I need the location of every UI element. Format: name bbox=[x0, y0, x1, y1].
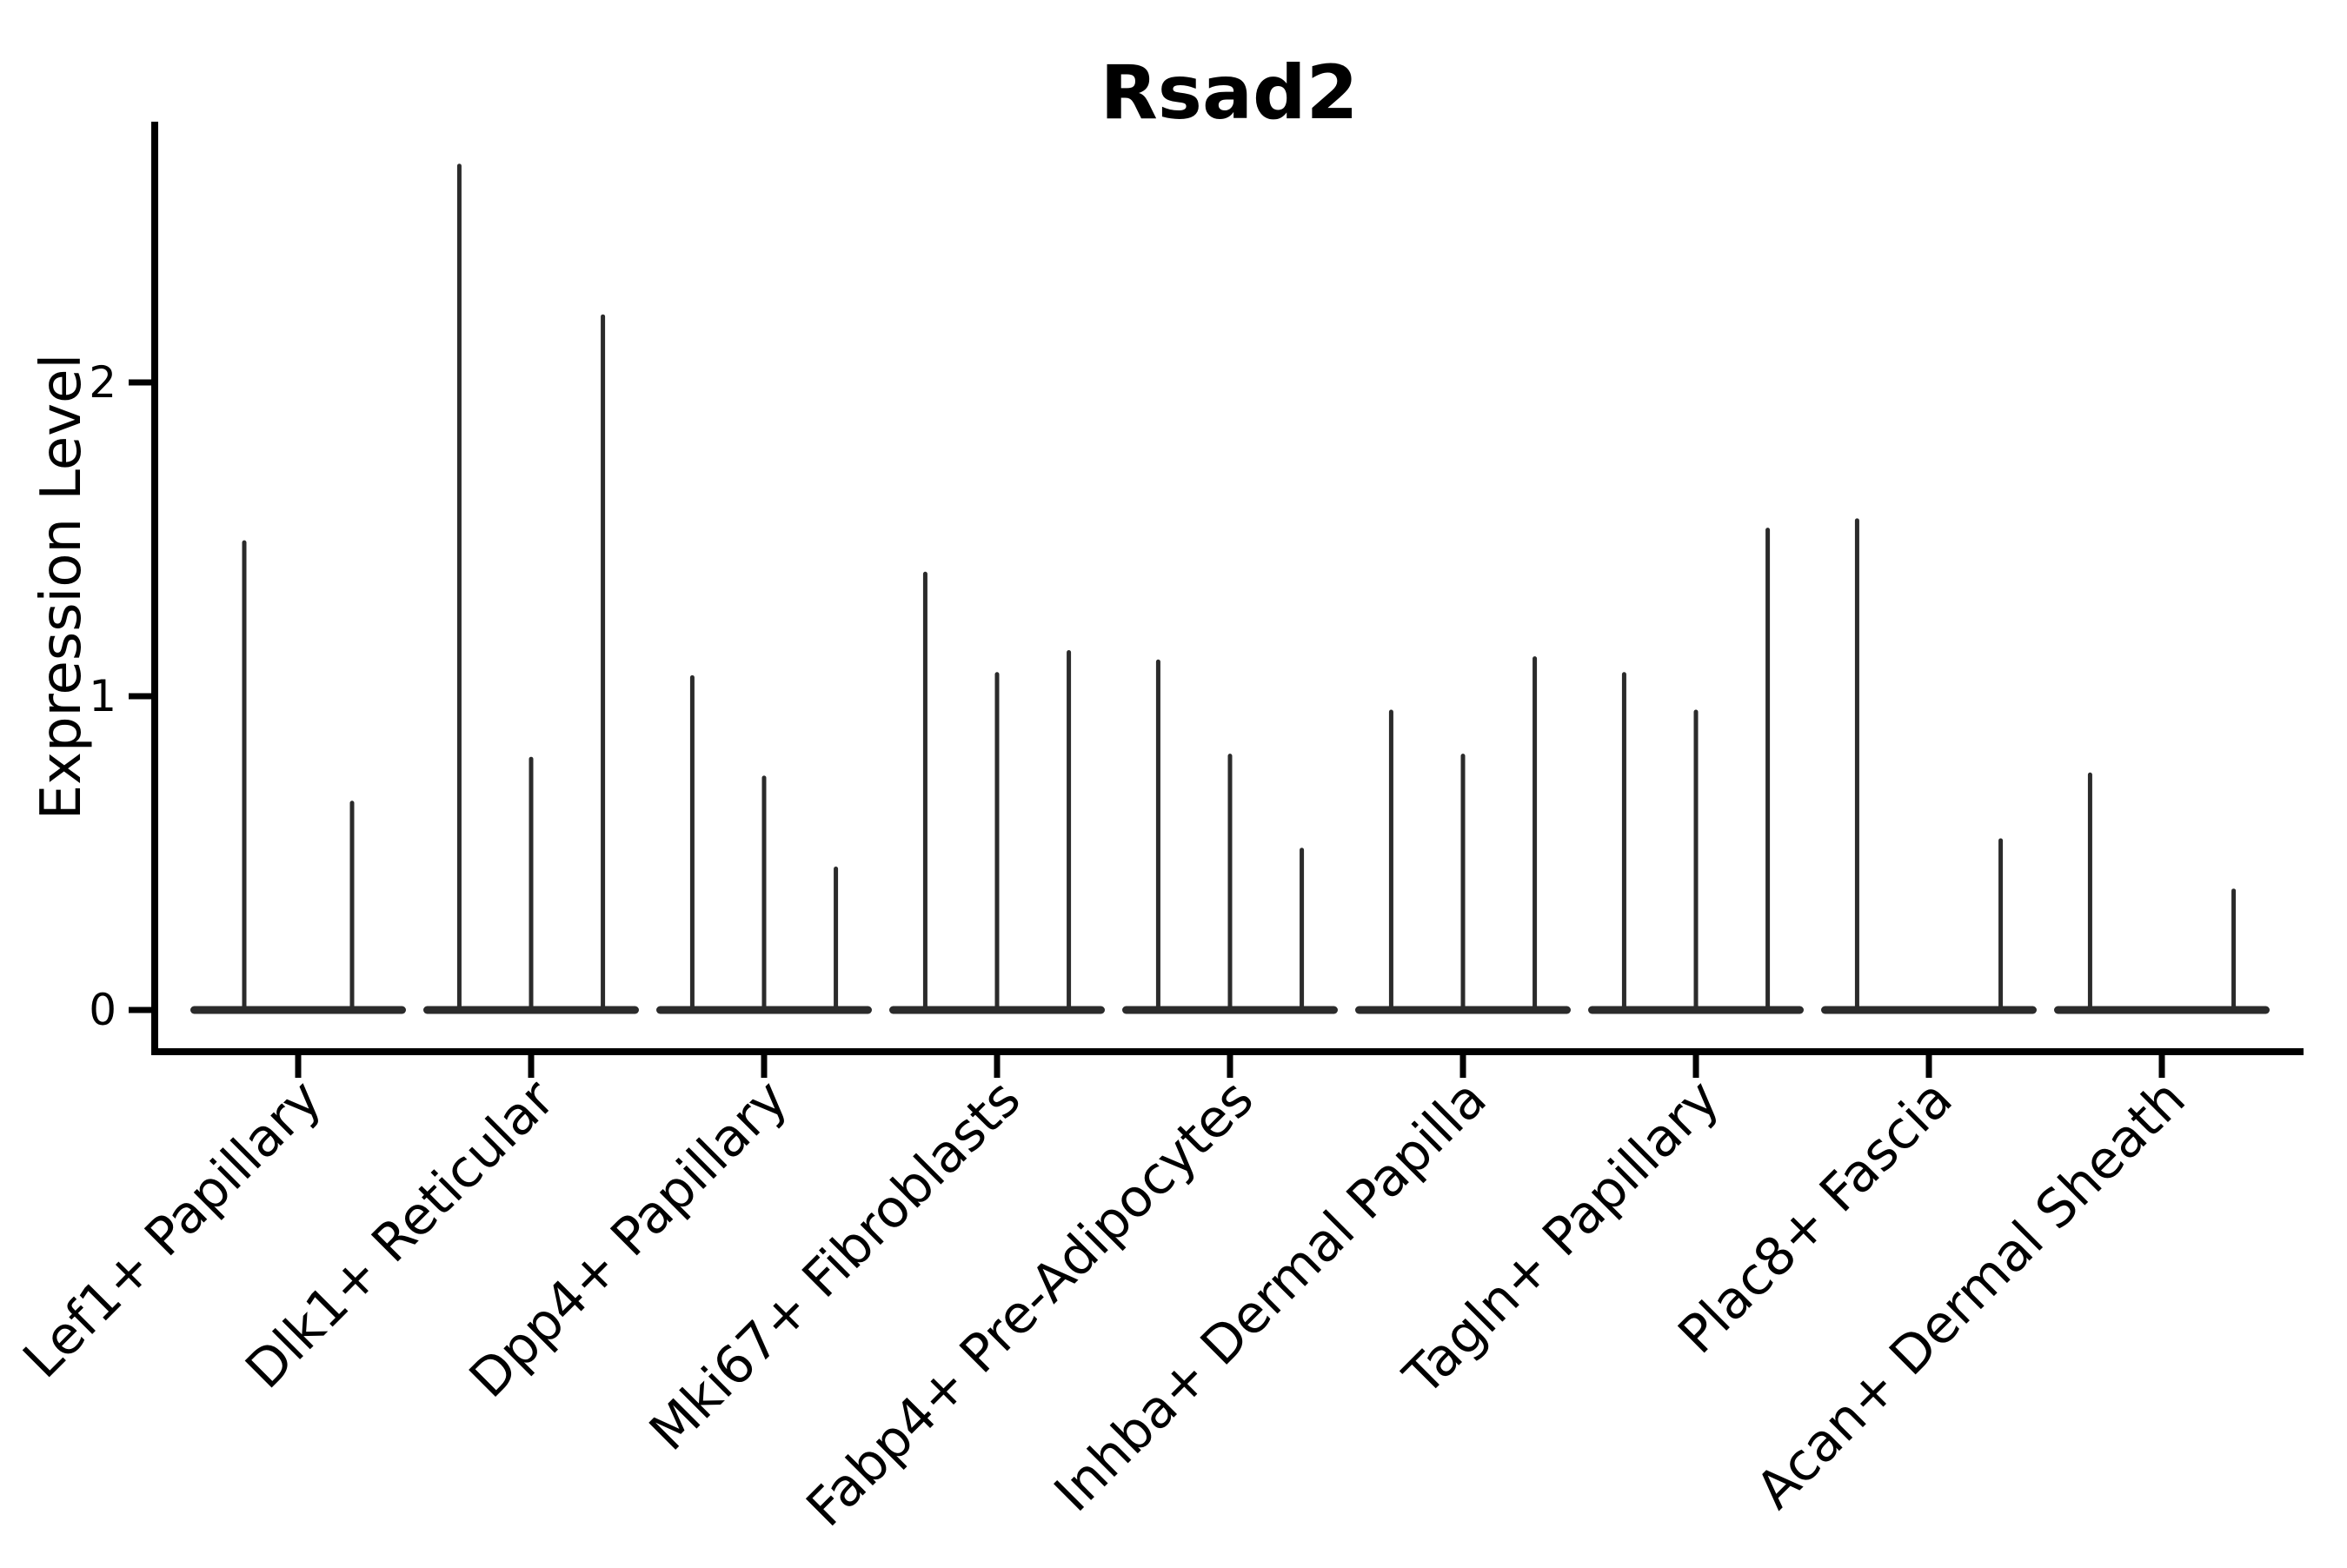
x-tick-mark bbox=[528, 1055, 535, 1078]
x-tick-mark bbox=[1692, 1055, 1699, 1078]
y-tick-label: 1 bbox=[89, 671, 116, 721]
x-tick-mark bbox=[295, 1055, 302, 1078]
y-tick-label: 2 bbox=[89, 357, 116, 408]
violin-base bbox=[190, 1006, 406, 1014]
x-tick-mark bbox=[2158, 1055, 2165, 1078]
x-tick-mark bbox=[1925, 1055, 1932, 1078]
y-tick-mark bbox=[129, 1007, 151, 1013]
x-tick-mark bbox=[761, 1055, 768, 1078]
y-axis-ticks: 0 1 2 bbox=[89, 357, 151, 1035]
chart-title: Rsad2 bbox=[1100, 50, 1359, 136]
x-tick-mark bbox=[994, 1055, 1001, 1078]
x-tick-label: Fabp4+ Pre-Adipocytes bbox=[795, 1068, 1266, 1538]
x-tick-label: Inhba+ Dermal Papilla bbox=[1043, 1068, 1499, 1524]
violin-base bbox=[1821, 1006, 2037, 1014]
x-tick-label: Acan+ Dermal Sheath bbox=[1745, 1068, 2197, 1521]
x-tick-mark bbox=[1227, 1055, 1233, 1078]
violins bbox=[190, 163, 2270, 1014]
y-tick-label: 0 bbox=[89, 985, 116, 1035]
x-axis-spine bbox=[151, 1048, 2304, 1055]
violin-base bbox=[2054, 1006, 2270, 1014]
y-tick-mark bbox=[129, 379, 151, 386]
x-tick-mark bbox=[1459, 1055, 1466, 1078]
y-axis-spine bbox=[151, 122, 158, 1055]
y-axis-label: Expression Level bbox=[30, 354, 94, 821]
axes bbox=[151, 122, 2304, 1055]
y-tick-mark bbox=[129, 693, 151, 700]
